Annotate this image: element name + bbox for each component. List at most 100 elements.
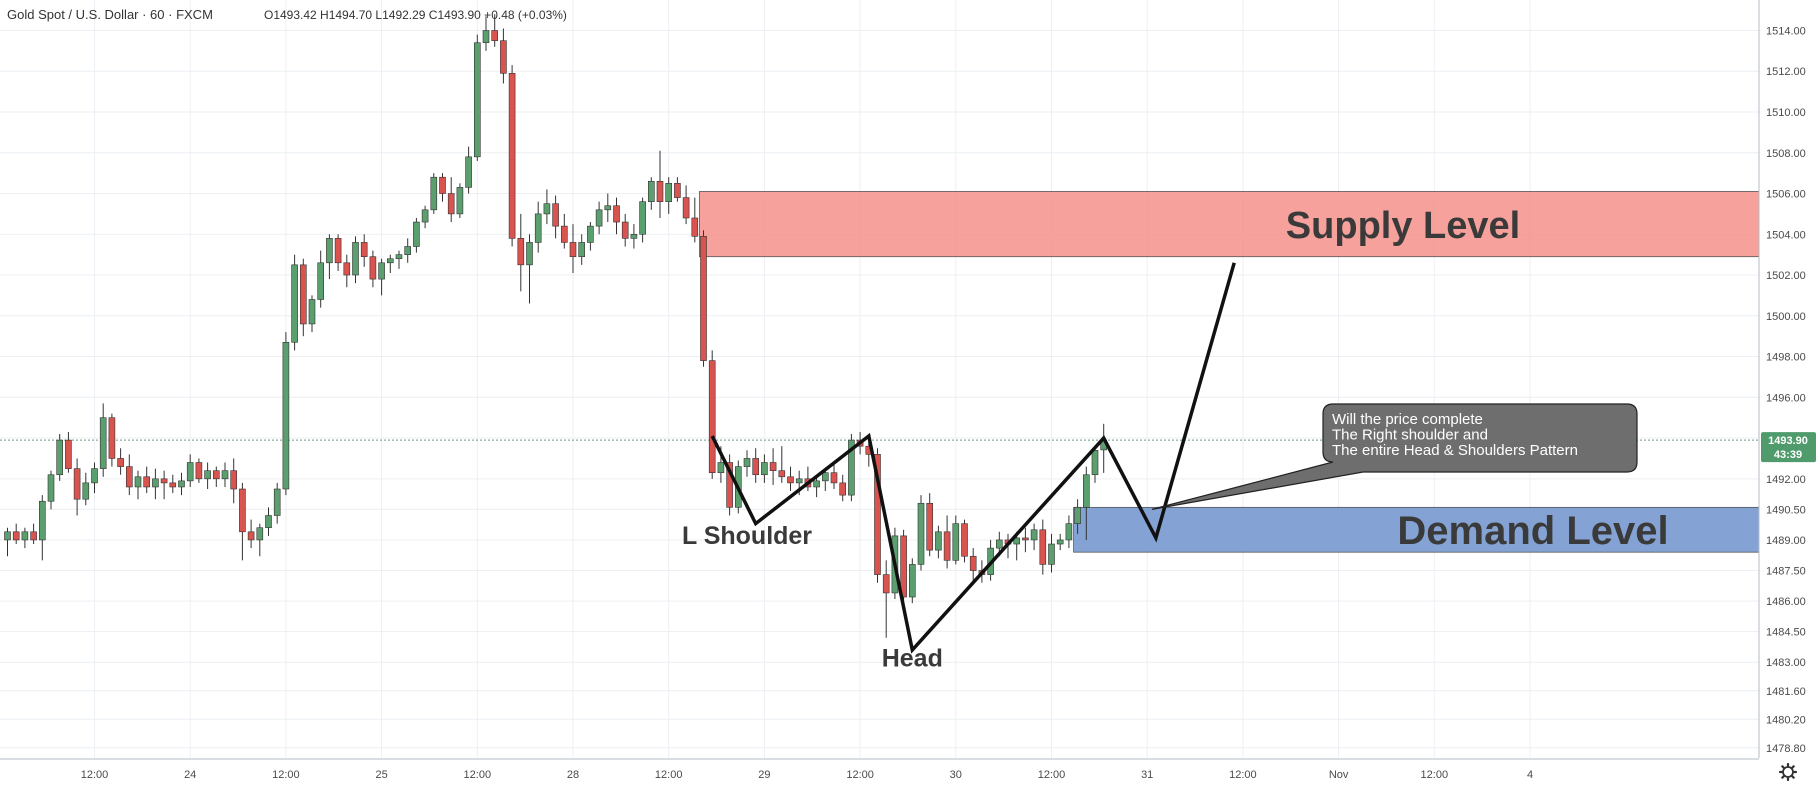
price-zones [699, 191, 1760, 553]
candle [291, 254, 298, 351]
candle [421, 205, 429, 229]
candle [386, 254, 394, 273]
candle [317, 250, 325, 308]
candle [578, 234, 586, 265]
price-tick-label: 1500.00 [1766, 311, 1806, 323]
candle [221, 462, 229, 487]
candle [656, 150, 664, 218]
candle [526, 234, 533, 304]
candle-body [708, 360, 716, 474]
time-tick-label: 28 [567, 769, 579, 781]
candle-body [839, 482, 847, 496]
candle [273, 482, 281, 524]
candle-body [1091, 449, 1099, 476]
time-tick-label: 12:00 [1229, 769, 1257, 781]
candle [247, 519, 255, 549]
candle-body [247, 531, 255, 541]
candle [117, 448, 124, 475]
price-axis[interactable] [1759, 0, 1816, 758]
symbol-title[interactable]: Gold Spot / U.S. Dollar · 60 · FXCM [7, 7, 213, 22]
time-tick-label: 12:00 [1038, 769, 1066, 781]
price-tick-label: 1481.60 [1766, 686, 1806, 698]
candle-body [691, 217, 699, 237]
candle-body [56, 439, 64, 476]
candle-body [613, 205, 620, 223]
candle-body [882, 574, 890, 594]
candle-body [221, 470, 229, 480]
candle-body [700, 236, 707, 361]
candle [743, 450, 751, 477]
candle [1083, 466, 1090, 540]
candle-body [647, 180, 655, 202]
last-price-value: 1493.90 [1768, 435, 1808, 447]
candle [639, 197, 646, 243]
candle [47, 470, 55, 510]
candle [326, 234, 333, 280]
zone-demand-rect[interactable] [1073, 506, 1760, 553]
candle [882, 560, 890, 638]
candle-body [169, 482, 177, 488]
candle-body [560, 225, 568, 243]
candle-body [117, 458, 124, 467]
candle-body [326, 238, 333, 264]
candle-body [378, 262, 385, 280]
price-tick-label: 1478.80 [1766, 743, 1806, 755]
candle [726, 454, 733, 516]
candle [4, 527, 11, 557]
candle-body [874, 454, 881, 575]
head-shoulders-pattern-line [710, 262, 1236, 654]
candle-body [534, 213, 542, 243]
time-axis[interactable] [0, 759, 1759, 786]
candle [543, 189, 551, 225]
price-tick-label: 1483.00 [1766, 657, 1806, 669]
candle-body [517, 238, 525, 266]
candle-body [421, 209, 429, 223]
candle [143, 466, 150, 494]
candle-body [308, 299, 316, 325]
gear-icon[interactable] [1778, 762, 1798, 782]
candle [787, 466, 794, 492]
candle [169, 474, 177, 494]
candle-body [73, 468, 81, 500]
candle [839, 474, 847, 502]
candle-body [908, 564, 916, 598]
time-tick-label: 4 [1527, 769, 1533, 781]
callout-line: Will the price complete [1332, 411, 1483, 428]
candle-body [38, 500, 46, 541]
candle-body [630, 233, 638, 239]
candle [943, 515, 951, 569]
candle-body [595, 209, 603, 227]
candle [569, 224, 577, 273]
candle-body [82, 482, 90, 500]
candle [473, 34, 481, 161]
candle-body [12, 531, 20, 541]
candle-body [152, 478, 159, 488]
zone-supply-rect[interactable] [699, 191, 1760, 258]
candle [935, 525, 942, 559]
candle-body [621, 221, 629, 239]
price-tick-label: 1489.00 [1766, 535, 1806, 547]
candle-body [526, 242, 533, 266]
candle [360, 234, 368, 267]
price-tick-label: 1508.00 [1766, 148, 1806, 160]
candle-body [665, 183, 673, 202]
candle-body [47, 474, 55, 502]
candle [613, 197, 620, 235]
candle [430, 173, 438, 214]
candle-body [369, 256, 377, 280]
candle-body [230, 470, 237, 490]
candle [308, 295, 316, 333]
candle [952, 515, 960, 565]
candle-body [143, 476, 150, 488]
candle [256, 523, 264, 557]
candle-body [282, 341, 290, 490]
candle-body [569, 242, 577, 257]
candle [378, 258, 385, 296]
price-tick-label: 1498.00 [1766, 352, 1806, 364]
candle [1074, 499, 1081, 534]
candle-body [256, 527, 264, 541]
time-tick-label: Nov [1329, 769, 1349, 781]
candle-body [1030, 529, 1038, 541]
